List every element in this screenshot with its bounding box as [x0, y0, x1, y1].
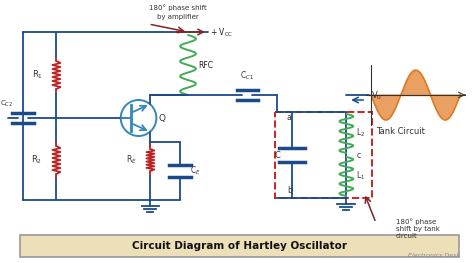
Text: Tank Circuit: Tank Circuit	[376, 128, 425, 136]
Text: C$_E$: C$_E$	[190, 165, 201, 177]
Text: 180° phase
shift by tank
circuit: 180° phase shift by tank circuit	[396, 218, 440, 239]
Text: RFC: RFC	[198, 60, 213, 69]
Text: L$_2$: L$_2$	[356, 127, 365, 139]
Text: b: b	[287, 186, 292, 195]
Text: Circuit Diagram of Hartley Oscillator: Circuit Diagram of Hartley Oscillator	[132, 241, 347, 251]
Text: a: a	[287, 113, 292, 122]
Text: Electronics Desk: Electronics Desk	[408, 253, 460, 258]
Text: R$_E$: R$_E$	[126, 154, 137, 166]
Text: R$_1$: R$_1$	[32, 69, 43, 81]
Text: C$_{C2}$: C$_{C2}$	[0, 99, 13, 109]
Text: C$_{C1}$: C$_{C1}$	[240, 70, 255, 83]
Text: Q: Q	[158, 114, 165, 123]
Text: V$_0$: V$_0$	[371, 90, 382, 102]
Text: R$_2$: R$_2$	[31, 154, 43, 166]
Text: L$_1$: L$_1$	[356, 170, 365, 182]
FancyBboxPatch shape	[20, 235, 459, 257]
Text: + V$_\mathrm{CC}$: + V$_\mathrm{CC}$	[210, 27, 233, 39]
Text: by amplifier: by amplifier	[157, 14, 199, 20]
Text: 180° phase shift: 180° phase shift	[149, 4, 207, 11]
Text: C: C	[274, 150, 280, 159]
Bar	[275, 112, 372, 198]
Text: c: c	[356, 150, 360, 159]
